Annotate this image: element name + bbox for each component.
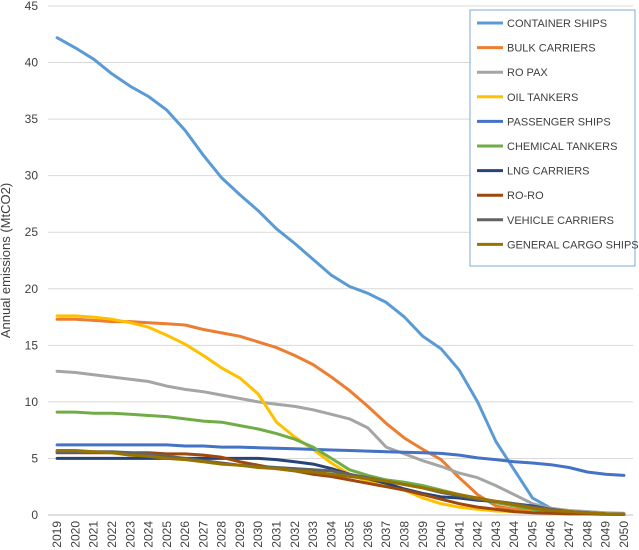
- x-tick-label: 2049: [599, 521, 613, 548]
- x-tick-label: 2048: [580, 521, 594, 548]
- x-tick-label: 2047: [562, 521, 576, 548]
- y-tick-label: 30: [25, 169, 39, 183]
- y-tick-label: 35: [25, 112, 39, 126]
- x-tick-label: 2039: [416, 521, 430, 548]
- y-tick-label: 25: [25, 225, 39, 239]
- y-tick-label: 15: [25, 338, 39, 352]
- legend-label: RO-RO: [507, 190, 544, 202]
- legend-label: VEHICLE CARRIERS: [507, 215, 614, 227]
- x-tick-label: 2043: [489, 521, 503, 548]
- y-tick-label: 10: [25, 395, 39, 409]
- x-tick-label: 2046: [544, 521, 558, 548]
- y-tick-label: 40: [25, 56, 39, 70]
- x-tick-label: 2036: [361, 521, 375, 548]
- x-tick-label: 2041: [452, 521, 466, 548]
- legend-label: RO PAX: [507, 67, 548, 79]
- y-axis-title: Annual emissions (MtCO2): [0, 183, 13, 338]
- x-tick-label: 2044: [507, 521, 521, 548]
- series-line-passenger-ships: [55, 443, 626, 477]
- y-axis-ticks: 0 5 10 15 20 25 30 35 40 45: [25, 0, 39, 522]
- legend-label: GENERAL CARGO SHIPS: [507, 239, 639, 251]
- x-tick-label: 2034: [324, 521, 338, 548]
- legend-label: PASSENGER SHIPS: [507, 116, 611, 128]
- x-tick-label: 2025: [160, 521, 174, 548]
- x-tick-label: 2031: [270, 521, 284, 548]
- gridlines: [48, 5, 633, 459]
- x-tick-label: 2030: [251, 521, 265, 548]
- x-tick-label: 2022: [105, 521, 119, 548]
- x-tick-label: 2020: [68, 521, 82, 548]
- x-tick-label: 2032: [288, 521, 302, 548]
- x-tick-label: 2028: [215, 521, 229, 548]
- x-tick-label: 2038: [397, 521, 411, 548]
- series-line-lng-carriers: [55, 456, 626, 516]
- x-tick-label: 2024: [142, 521, 156, 548]
- x-axis-ticks: 2019 2020 2021 2022 2023 2024 2025 2026 2027 2028…: [50, 521, 631, 548]
- legend-label: LNG CARRIERS: [507, 166, 590, 178]
- series-line-bulk-carriers: [55, 317, 626, 516]
- x-tick-label: 2019: [50, 521, 64, 548]
- x-tick-label: 2050: [617, 521, 631, 548]
- legend-label: CHEMICAL TANKERS: [507, 141, 617, 153]
- legend-label: CONTAINER SHIPS: [507, 18, 607, 30]
- y-tick-label: 20: [25, 282, 39, 296]
- x-tick-label: 2040: [434, 521, 448, 548]
- x-tick-label: 2042: [471, 521, 485, 548]
- y-tick-label: 5: [31, 451, 38, 465]
- x-tick-label: 2045: [525, 521, 539, 548]
- legend-label: OIL TANKERS: [507, 92, 578, 104]
- series-line-container-ships: [55, 36, 626, 516]
- x-tick-label: 2023: [123, 521, 137, 548]
- x-tick-label: 2027: [196, 521, 210, 548]
- series-line-general-cargo-ships: [55, 449, 626, 516]
- y-tick-label: 0: [31, 508, 38, 522]
- legend-label: BULK CARRIERS: [507, 43, 596, 55]
- x-tick-label: 2029: [233, 521, 247, 548]
- y-tick-label: 45: [25, 0, 39, 13]
- series-line-ro-pax: [55, 369, 626, 515]
- x-tick-label: 2037: [379, 521, 393, 548]
- x-tick-label: 2021: [87, 521, 101, 548]
- legend-box: [469, 9, 636, 267]
- legend: CONTAINER SHIPS BULK CARRIERS RO PAX OIL TA…: [469, 9, 639, 267]
- x-tick-label: 2033: [306, 521, 320, 548]
- x-tick-label: 2026: [178, 521, 192, 548]
- x-tick-label: 2035: [343, 521, 357, 548]
- series-lines: [55, 36, 626, 516]
